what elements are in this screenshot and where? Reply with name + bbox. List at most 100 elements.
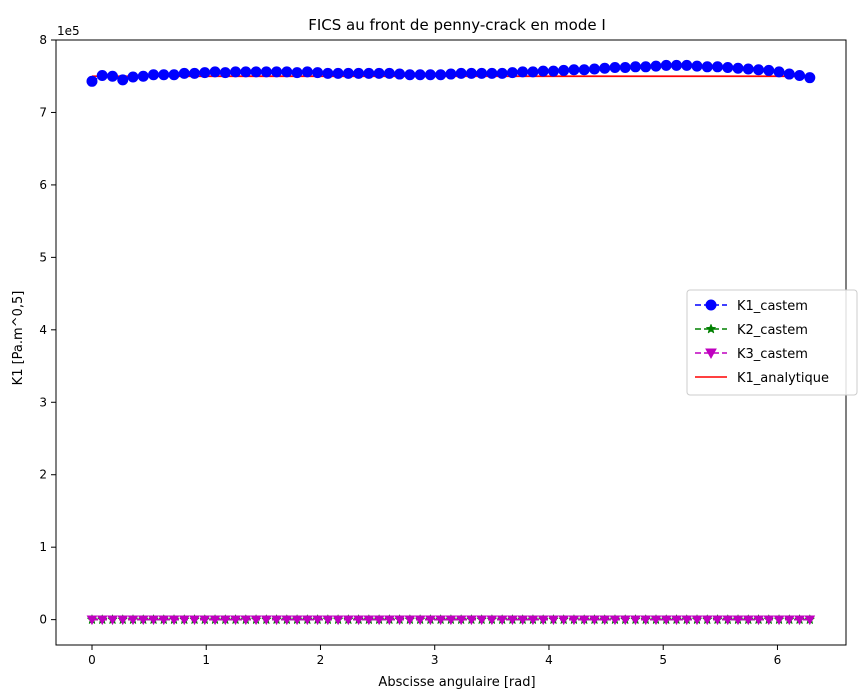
data-point-k3-castem — [558, 615, 570, 626]
data-point-k1-castem — [753, 64, 765, 76]
data-point-k1-castem — [763, 64, 775, 76]
data-point-k1-castem — [209, 66, 221, 78]
data-point-k1-castem — [578, 64, 590, 76]
y-tick-label: 3 — [39, 395, 47, 409]
data-point-k3-castem — [343, 615, 354, 626]
data-point-k1-castem — [353, 67, 365, 79]
x-tick-label: 2 — [317, 653, 325, 667]
data-point-k3-castem — [384, 615, 395, 626]
data-point-k1-castem — [127, 71, 139, 83]
data-point-k1-castem — [742, 63, 754, 75]
data-point-k3-castem — [96, 615, 108, 626]
data-point-k1-castem — [271, 66, 283, 78]
data-point-k1-castem — [178, 67, 190, 79]
data-point-k1-castem — [640, 61, 652, 73]
data-point-k1-castem — [783, 68, 795, 80]
data-point-k1-castem — [660, 59, 672, 71]
y-tick-label: 5 — [39, 250, 47, 264]
data-point-k3-castem — [548, 615, 559, 626]
data-point-k1-castem — [629, 61, 641, 73]
data-point-k1-castem — [722, 62, 734, 74]
data-point-k1-castem — [342, 67, 354, 79]
data-point-k3-castem — [537, 615, 549, 626]
data-point-k1-castem — [609, 62, 621, 74]
x-tick-label: 1 — [202, 653, 210, 667]
data-point-k1-castem — [250, 66, 262, 78]
x-axis-title: Abscisse angulaire [rad] — [378, 675, 535, 690]
data-point-k1-castem — [86, 75, 98, 87]
data-point-k3-castem — [301, 615, 313, 626]
data-point-k3-castem — [691, 615, 703, 626]
data-point-k1-castem — [517, 66, 529, 78]
data-point-k1-castem — [465, 67, 477, 79]
legend-label-k1-analytique: K1_analytique — [737, 371, 829, 386]
data-point-k1-castem — [681, 59, 693, 71]
data-point-k3-castem — [435, 615, 446, 626]
data-point-k1-castem — [455, 67, 467, 79]
data-point-k3-castem — [630, 615, 641, 626]
data-point-k1-castem — [691, 60, 703, 72]
legend: K1_castem K2_castem K3_castem K1_analytique — [686, 289, 858, 396]
data-point-k3-castem — [230, 615, 241, 626]
data-point-k3-castem — [650, 615, 662, 626]
data-point-k1-castem — [230, 66, 242, 78]
data-point-k1-castem — [670, 59, 682, 71]
data-point-k3-castem — [619, 615, 631, 626]
data-point-k1-castem — [445, 68, 457, 80]
data-point-k3-castem — [517, 615, 529, 626]
data-point-k1-castem — [312, 67, 324, 79]
data-point-k1-castem — [496, 67, 508, 79]
data-point-k3-castem — [168, 615, 180, 626]
data-point-k3-castem — [414, 615, 426, 626]
data-point-k3-castem — [671, 615, 682, 626]
data-point-k1-castem — [137, 70, 149, 82]
data-point-k3-castem — [753, 615, 764, 626]
data-point-k1-castem — [732, 62, 744, 74]
data-point-k1-castem — [486, 67, 498, 79]
data-point-k3-castem — [732, 615, 744, 626]
data-point-k3-castem — [291, 615, 303, 626]
x-tick-label: 6 — [774, 653, 782, 667]
x-tick-label: 5 — [659, 653, 667, 667]
data-point-k3-castem — [640, 615, 652, 626]
data-point-k1-castem — [117, 74, 129, 86]
data-point-k1-castem — [106, 70, 118, 82]
data-point-k1-castem — [394, 68, 406, 80]
data-point-k1-castem — [148, 69, 160, 81]
data-point-k3-castem — [107, 615, 118, 626]
data-point-k3-castem — [219, 615, 231, 626]
data-point-k1-castem — [404, 69, 416, 81]
data-point-k3-castem — [773, 615, 785, 626]
data-point-k3-castem — [353, 615, 364, 626]
y-tick-label: 0 — [39, 613, 47, 627]
data-point-k3-castem — [425, 615, 436, 626]
data-point-k3-castem — [394, 615, 405, 626]
legend-box — [686, 289, 858, 396]
data-point-k1-castem — [435, 69, 447, 81]
data-point-k3-castem — [507, 615, 518, 626]
legend-marker-k1-castem — [705, 299, 717, 311]
data-point-k1-castem — [476, 67, 488, 79]
data-point-k3-castem — [117, 615, 129, 626]
data-point-k1-castem — [568, 64, 580, 76]
data-point-k3-castem — [568, 615, 580, 626]
chart-title: FICS au front de penny-crack en mode I — [308, 16, 606, 34]
data-point-k1-castem — [619, 62, 631, 74]
data-point-k1-castem — [383, 67, 395, 79]
data-point-k3-castem — [445, 615, 457, 626]
data-point-k1-castem — [189, 67, 201, 79]
data-point-k3-castem — [404, 615, 416, 626]
data-point-k3-castem — [804, 615, 816, 626]
data-point-k3-castem — [681, 615, 693, 626]
data-point-k1-castem — [558, 64, 570, 76]
data-point-k1-castem — [332, 67, 344, 79]
data-point-k3-castem — [260, 615, 272, 626]
y-tick-label: 2 — [39, 468, 47, 482]
data-point-k1-castem — [650, 60, 662, 72]
data-point-k3-castem — [271, 615, 282, 626]
data-point-k1-castem — [158, 69, 170, 81]
data-point-k1-castem — [219, 67, 231, 79]
x-tick-label: 4 — [545, 653, 553, 667]
data-point-k1-castem — [527, 66, 539, 78]
